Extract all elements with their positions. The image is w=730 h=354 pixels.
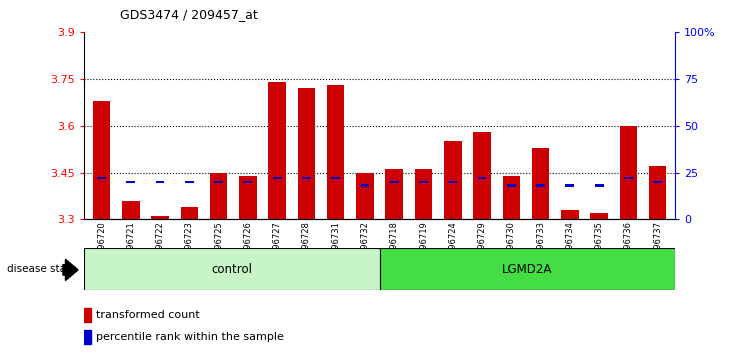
Bar: [620, 126, 637, 219]
Text: percentile rank within the sample: percentile rank within the sample: [96, 332, 284, 342]
Bar: [361, 184, 369, 187]
Bar: [537, 184, 545, 187]
Bar: [415, 170, 432, 219]
Bar: [155, 181, 164, 183]
Bar: [477, 177, 486, 179]
Text: GDS3474 / 209457_at: GDS3474 / 209457_at: [120, 8, 258, 21]
Bar: [444, 141, 461, 219]
Bar: [653, 181, 662, 183]
Bar: [356, 172, 374, 219]
Bar: [214, 181, 223, 183]
Bar: [419, 181, 428, 183]
Bar: [507, 184, 515, 187]
Text: control: control: [211, 263, 253, 275]
Bar: [390, 181, 399, 183]
Bar: [302, 177, 311, 179]
Bar: [244, 181, 253, 183]
Bar: [502, 176, 520, 219]
Bar: [624, 177, 633, 179]
Bar: [298, 88, 315, 219]
Bar: [185, 181, 193, 183]
Bar: [473, 132, 491, 219]
Bar: [210, 172, 227, 219]
Bar: [122, 201, 139, 219]
FancyArrow shape: [63, 259, 78, 280]
Bar: [649, 166, 666, 219]
Bar: [84, 330, 91, 343]
Bar: [97, 177, 106, 179]
Text: LGMD2A: LGMD2A: [502, 263, 553, 275]
Bar: [448, 181, 457, 183]
Bar: [273, 177, 282, 179]
Bar: [84, 248, 380, 290]
Bar: [84, 308, 91, 322]
Bar: [380, 248, 675, 290]
Bar: [126, 181, 135, 183]
Bar: [331, 177, 340, 179]
Bar: [151, 216, 169, 219]
Bar: [532, 148, 550, 219]
Bar: [561, 210, 579, 219]
Bar: [566, 184, 575, 187]
Text: transformed count: transformed count: [96, 310, 199, 320]
Bar: [327, 85, 345, 219]
Bar: [239, 176, 257, 219]
Bar: [269, 82, 286, 219]
Text: disease state: disease state: [7, 264, 77, 274]
Bar: [93, 101, 110, 219]
Bar: [595, 184, 604, 187]
Bar: [385, 170, 403, 219]
Bar: [180, 207, 198, 219]
Bar: [591, 213, 608, 219]
